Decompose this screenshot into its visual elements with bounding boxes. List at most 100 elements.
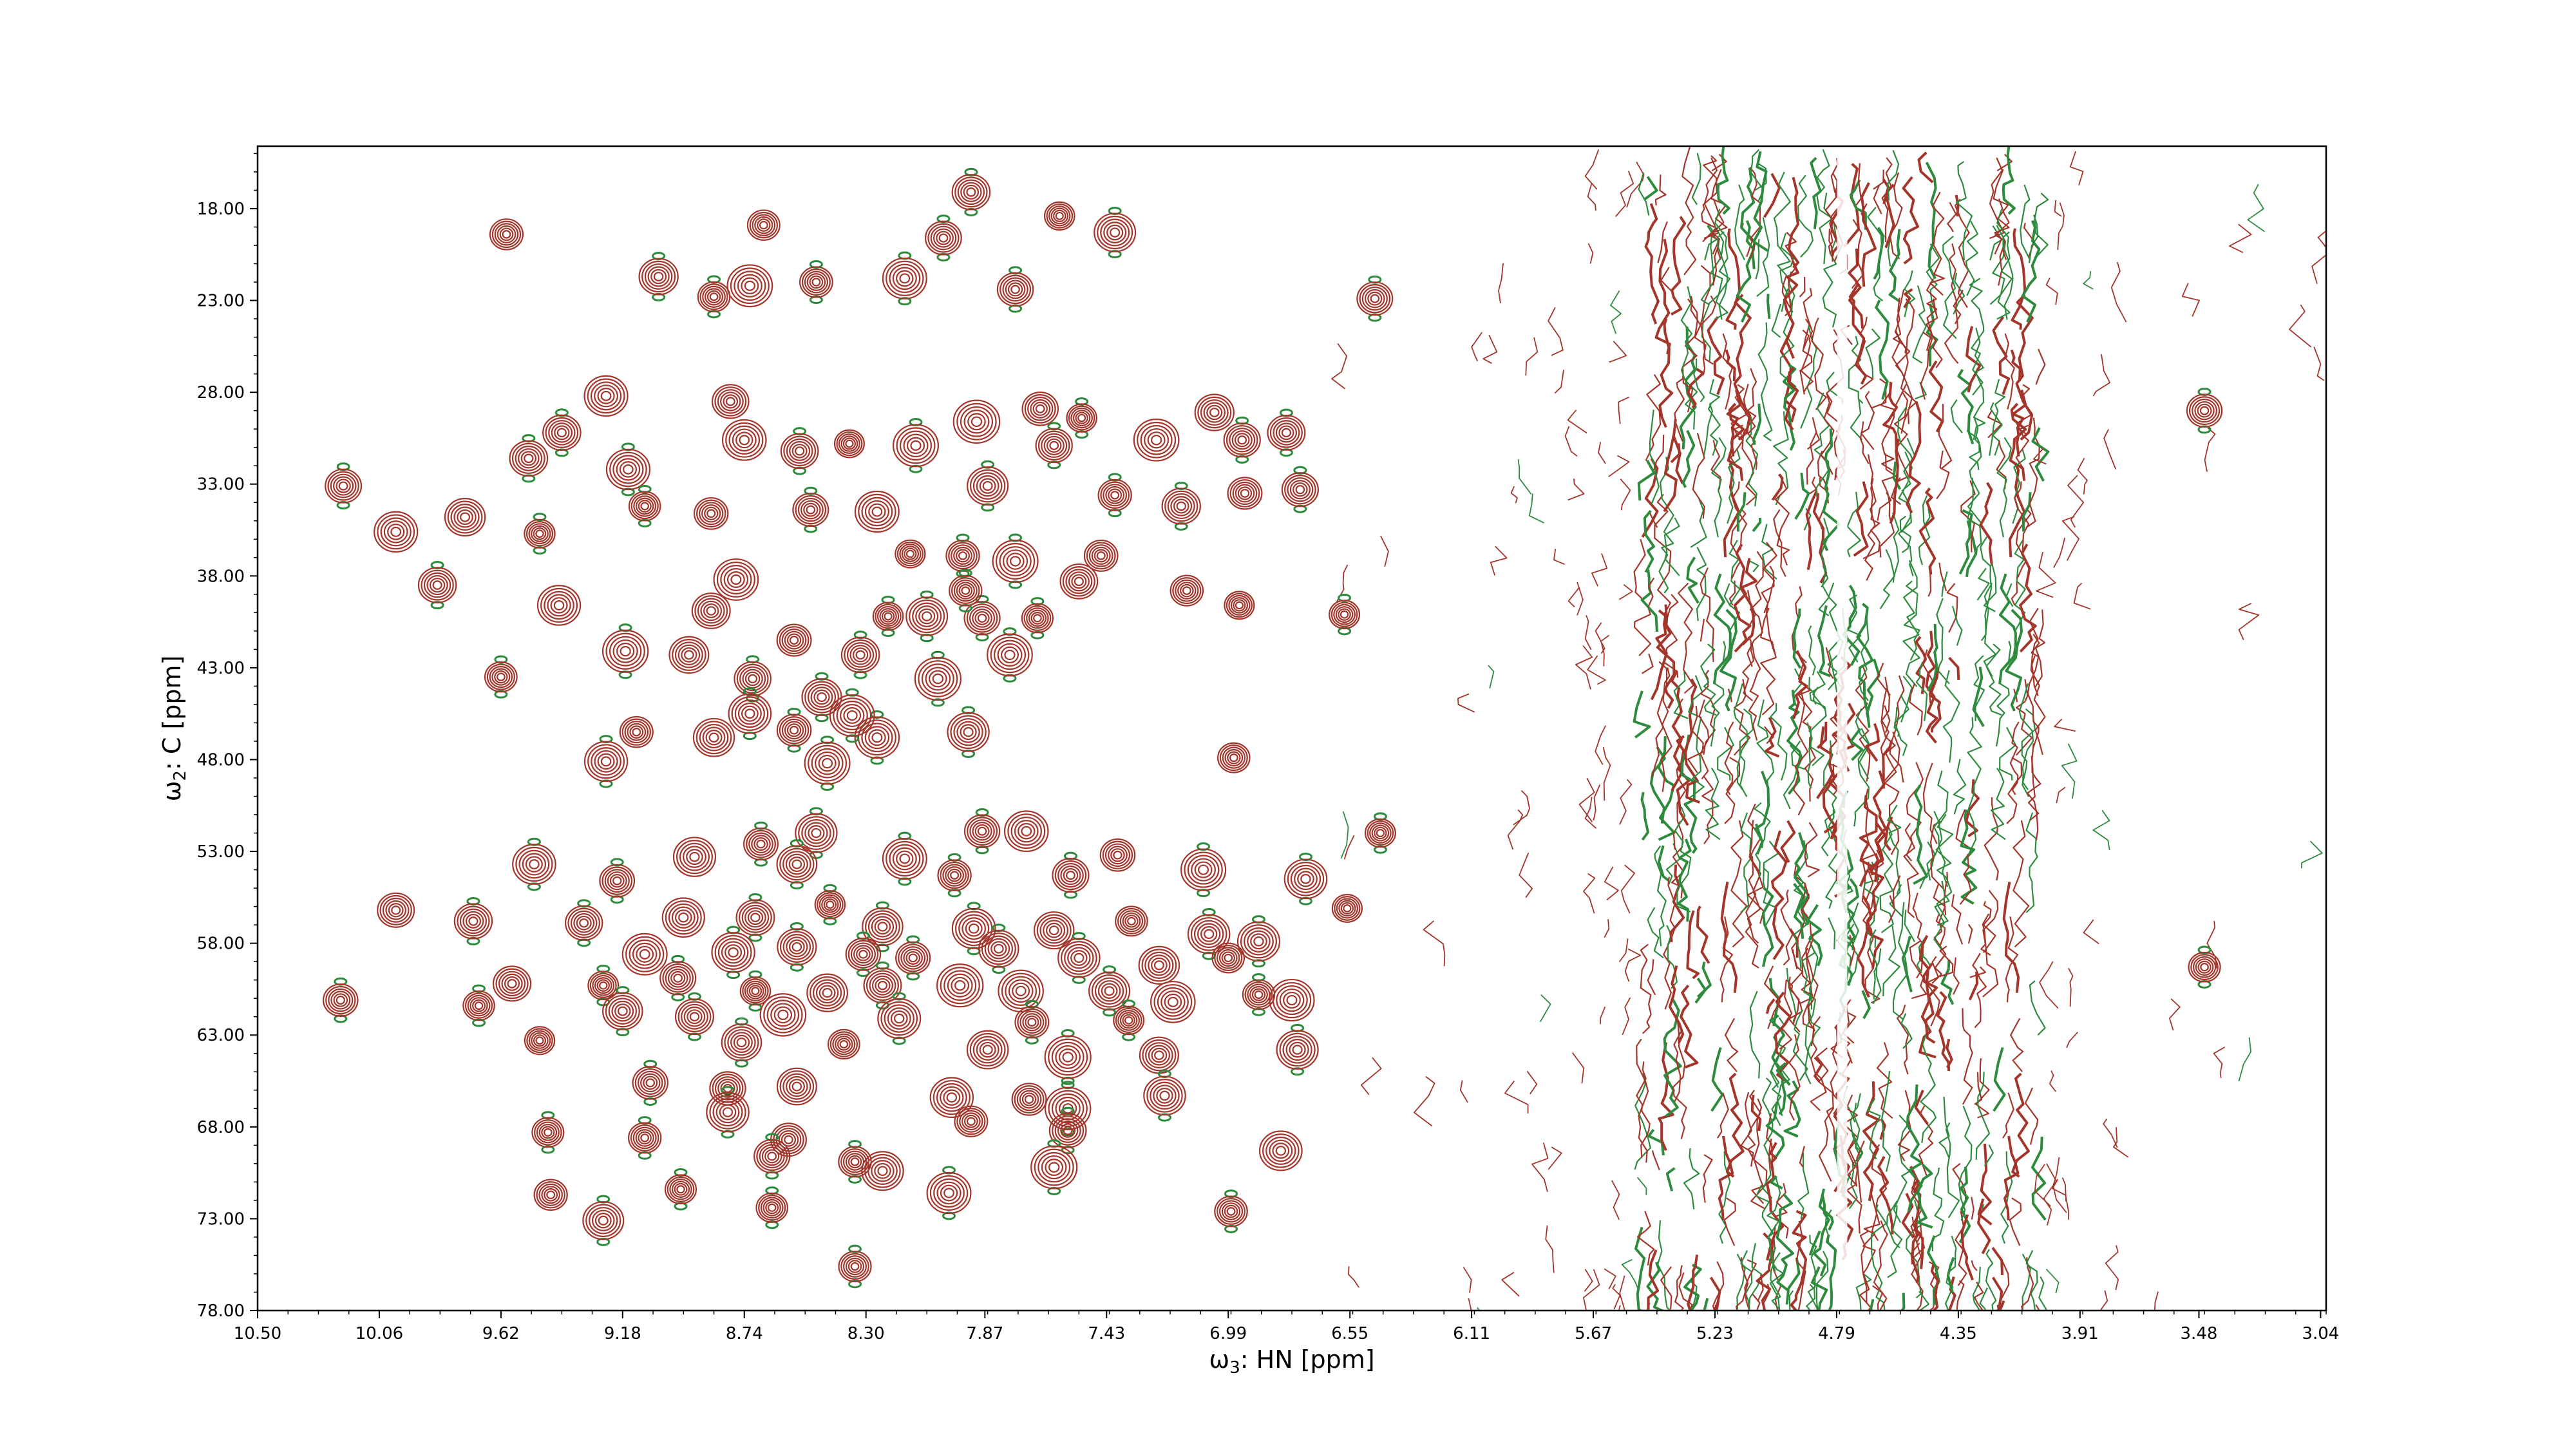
noise-contour [1554, 370, 1564, 394]
noise-contour [1611, 1180, 1620, 1220]
noise-contour [1348, 1266, 1359, 1288]
noise-contour [1739, 708, 1754, 797]
noise-contour [1806, 722, 1813, 789]
y-tick-label: 38.00 [197, 567, 245, 586]
noise-contour [1812, 687, 1826, 710]
noise-contour [1784, 367, 1799, 431]
noise-contour [1864, 454, 1877, 581]
noise-contour [2181, 283, 2200, 317]
noise-contour [1770, 703, 1788, 781]
y-axis: 18.00 23.00 28.00 33.00 38.00 43.00 48.00 53.00… [197, 153, 258, 1321]
noise-contour [1584, 149, 1600, 190]
noise-contour [1990, 402, 2003, 456]
noise-contour [1529, 493, 1544, 524]
noise-contour [1862, 893, 1880, 1004]
noise-contour [1636, 1061, 1651, 1158]
noise-contour [1764, 965, 1781, 1029]
noise-contour [1548, 307, 1564, 356]
noise-contour [1584, 797, 1597, 829]
noise-contour [1851, 219, 1864, 289]
peak-contour [949, 569, 983, 612]
noise-contour [1870, 1204, 1887, 1311]
noise-contour [1946, 1038, 1953, 1068]
peak-contour [536, 585, 582, 626]
noise-contour [2061, 516, 2079, 561]
noise-contour [1873, 1220, 1888, 1311]
noise-contour [1887, 239, 1891, 267]
noise-contour [1771, 473, 1784, 501]
noise-contour [1700, 295, 1717, 365]
peak-contour [1281, 466, 1319, 513]
noise-contour [1903, 580, 1920, 661]
noise-contour [2103, 429, 2117, 469]
noise-contour [1730, 384, 1748, 469]
noise-contour [1756, 699, 1775, 797]
noise-contour [1927, 566, 1932, 597]
peak-contour [713, 558, 759, 601]
peak-contour [1099, 838, 1136, 872]
noise-contour [1564, 426, 1578, 457]
peak-contour [661, 897, 705, 938]
x-axis: 10.50 10.06 9.62 9.18 8.74 8.30 7.87 7.43 6.99 6.… [234, 1311, 2339, 1343]
noise-contour [1711, 437, 1727, 538]
peak-contour [721, 1017, 762, 1068]
noise-contour [1814, 1056, 1823, 1083]
noise-contour [1848, 336, 1864, 404]
peak-contour [1033, 911, 1075, 950]
noise-contour [1859, 1231, 1871, 1311]
y-axis-title-symbol: ω [158, 781, 186, 802]
noise-contour [1604, 1268, 1616, 1290]
peak-contour [462, 984, 495, 1027]
noise-contour [1749, 560, 1759, 573]
noise-contour [1649, 410, 1660, 506]
peak-contour [1211, 942, 1245, 974]
noise-contour [2011, 1072, 2030, 1178]
peak-contour [776, 708, 812, 753]
noise-contour [1884, 705, 1891, 734]
noise-contour [1852, 1093, 1862, 1159]
noise-contour [1870, 1298, 1875, 1311]
noise-contour [2061, 743, 2078, 799]
x-tick-label: 8.30 [848, 1324, 885, 1343]
noise-contour [1658, 317, 1674, 428]
noise-contour [1700, 567, 1714, 663]
noise-contour [2039, 961, 2059, 1009]
noise-contour [1773, 509, 1786, 577]
noise-contour [1471, 332, 1482, 362]
noise-contour [1941, 571, 1948, 597]
noise-contour [2035, 348, 2046, 385]
noise-contour [1936, 450, 1950, 500]
noise-contour [1619, 779, 1633, 825]
noise-contour [1681, 430, 1696, 488]
peak-contour [565, 899, 603, 947]
noise-contour [1712, 1261, 1725, 1311]
noise-contour [1578, 777, 1595, 822]
noise-contour [1490, 545, 1508, 576]
noise-contour [2002, 1092, 2014, 1139]
noise-contour [1700, 643, 1717, 716]
noise-contour [1969, 278, 1985, 396]
noise-contour [1673, 1031, 1682, 1103]
noise-contour [2034, 193, 2049, 258]
noise-contour [1971, 1197, 1975, 1220]
noise-contour [2077, 457, 2088, 495]
noise-contour [1680, 984, 1699, 1069]
noise-contour [1960, 1214, 1974, 1281]
noise-contour [1770, 1175, 1783, 1190]
peak-contour [895, 539, 926, 569]
noise-contour [1861, 990, 1871, 1019]
peak-layer [323, 167, 2223, 1289]
noise-contour [1953, 759, 1967, 815]
peak-contour [1143, 1070, 1186, 1122]
peak-contour [926, 1166, 972, 1220]
noise-contour [1982, 889, 1999, 998]
noise-contour [1740, 1250, 1753, 1311]
noise-contour [1879, 453, 1897, 558]
noise-contour [1807, 417, 1821, 450]
peak-contour [780, 427, 819, 475]
peak-contour [1113, 999, 1145, 1041]
peak-contour [743, 821, 779, 867]
peak-contour [323, 977, 359, 1023]
noise-contour [2204, 428, 2216, 472]
